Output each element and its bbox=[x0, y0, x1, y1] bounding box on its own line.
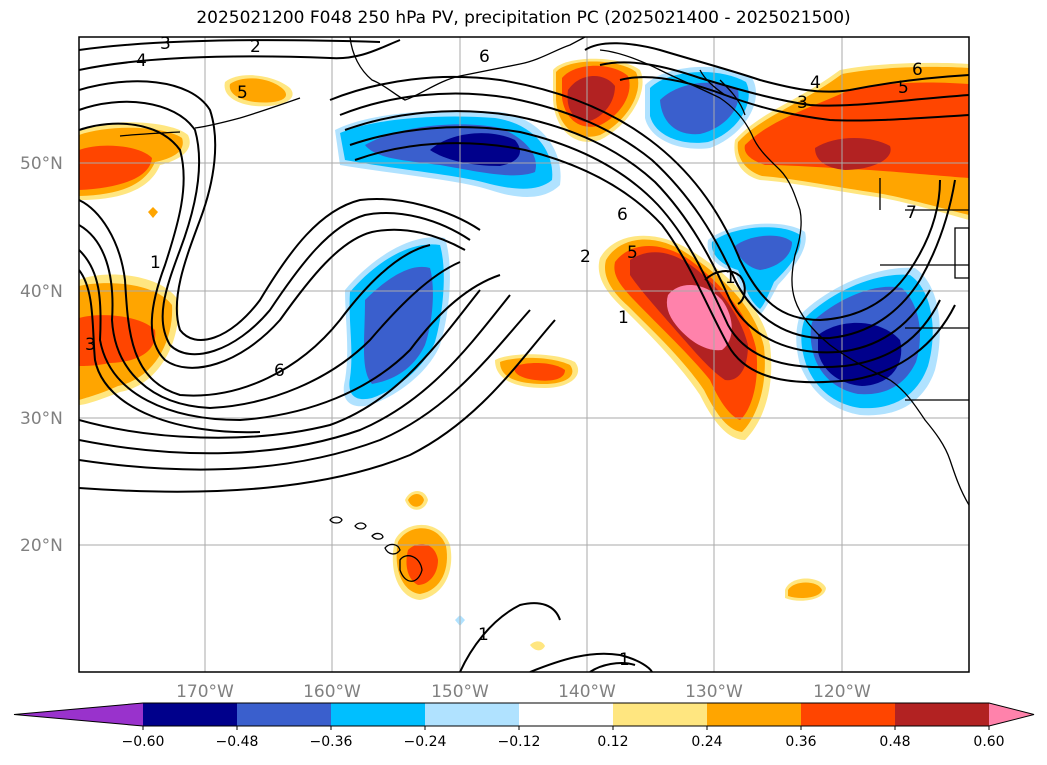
contour-label: 1 bbox=[725, 268, 736, 288]
lat-label: 20°N bbox=[20, 536, 63, 556]
lon-label: 170°W bbox=[176, 682, 234, 702]
map-frame bbox=[78, 36, 970, 673]
contour-label: 1 bbox=[150, 253, 161, 273]
contour-label: 5 bbox=[627, 243, 638, 263]
colorbar-extend-max bbox=[989, 703, 1034, 726]
precip-negative-central bbox=[343, 237, 450, 407]
contour-label-group: 3 2 4 6 5 4 3 6 5 6 2 5 1 1 3 6 1 1 1 7 bbox=[85, 34, 923, 670]
colorbar-tick-label: −0.36 bbox=[310, 734, 353, 750]
lon-label: 150°W bbox=[431, 682, 489, 702]
contour-label: 5 bbox=[237, 83, 248, 103]
contour-label: 3 bbox=[85, 335, 96, 355]
colorbar-tick-label: −0.60 bbox=[122, 734, 165, 750]
colorbar-tick-label: 0.12 bbox=[597, 734, 628, 750]
colorbar-tick-label: −0.12 bbox=[498, 734, 541, 750]
precip-negative-alaska bbox=[645, 66, 756, 149]
colorbar-bin bbox=[707, 703, 802, 726]
colorbar-tick-label: 0.24 bbox=[691, 734, 722, 750]
precip-positive-bc bbox=[553, 58, 643, 142]
lon-label: 160°W bbox=[303, 682, 361, 702]
colorbar-tick-label: 0.36 bbox=[785, 734, 816, 750]
coastlines bbox=[119, 37, 969, 582]
colorbar: −0.60 −0.48 −0.36 −0.24 −0.12 0.12 0.24 0.36 0.4… bbox=[13, 702, 1035, 750]
contour-label: 7 bbox=[906, 203, 917, 223]
colorbar-extend-min bbox=[14, 703, 143, 726]
precip-negative-california bbox=[796, 267, 940, 416]
contour-label: 5 bbox=[898, 78, 909, 98]
precip-positive-pacnw bbox=[734, 62, 969, 221]
contour-label: 1 bbox=[618, 308, 629, 328]
lat-label: 30°N bbox=[20, 409, 63, 429]
colorbar-bin bbox=[519, 703, 614, 726]
colorbar-bin bbox=[801, 703, 896, 726]
colorbar-bin bbox=[331, 703, 426, 726]
colorbar-bin bbox=[425, 703, 520, 726]
pv-contours bbox=[79, 39, 969, 672]
contour-label: 6 bbox=[617, 205, 628, 225]
contour-label: 1 bbox=[619, 650, 630, 670]
lat-label: 40°N bbox=[20, 282, 63, 302]
colorbar-tick-label: 0.48 bbox=[879, 734, 910, 750]
precip-field bbox=[79, 58, 969, 651]
contour-label: 6 bbox=[912, 60, 923, 80]
colorbar-bin bbox=[613, 703, 708, 726]
contour-label: 1 bbox=[478, 625, 489, 645]
contour-label: 3 bbox=[797, 93, 808, 113]
precip-positive-small bbox=[495, 354, 579, 388]
colorbar-tick-label: −0.48 bbox=[216, 734, 259, 750]
precip-positive-aleutian bbox=[224, 75, 293, 107]
colorbar-bin bbox=[237, 703, 332, 726]
colorbar-tick-label: −0.24 bbox=[404, 734, 447, 750]
contour-label: 6 bbox=[479, 47, 490, 67]
contour-label: 6 bbox=[274, 361, 285, 381]
precip-positive-nw bbox=[79, 122, 190, 200]
lon-label: 120°W bbox=[813, 682, 871, 702]
colorbar-bin bbox=[143, 703, 238, 726]
lon-label: 140°W bbox=[558, 682, 616, 702]
contour-label: 2 bbox=[250, 37, 261, 57]
colorbar-tick-label: 0.60 bbox=[973, 734, 1004, 750]
lat-label: 50°N bbox=[20, 154, 63, 174]
map-title: 2025021200 F048 250 hPa PV, precipitatio… bbox=[196, 8, 851, 28]
contour-label: 4 bbox=[136, 51, 147, 71]
colorbar-bin bbox=[895, 703, 990, 726]
contour-label: 2 bbox=[580, 247, 591, 267]
lon-label: 130°W bbox=[685, 682, 743, 702]
contour-label: 3 bbox=[160, 34, 171, 54]
contour-label: 4 bbox=[810, 73, 821, 93]
